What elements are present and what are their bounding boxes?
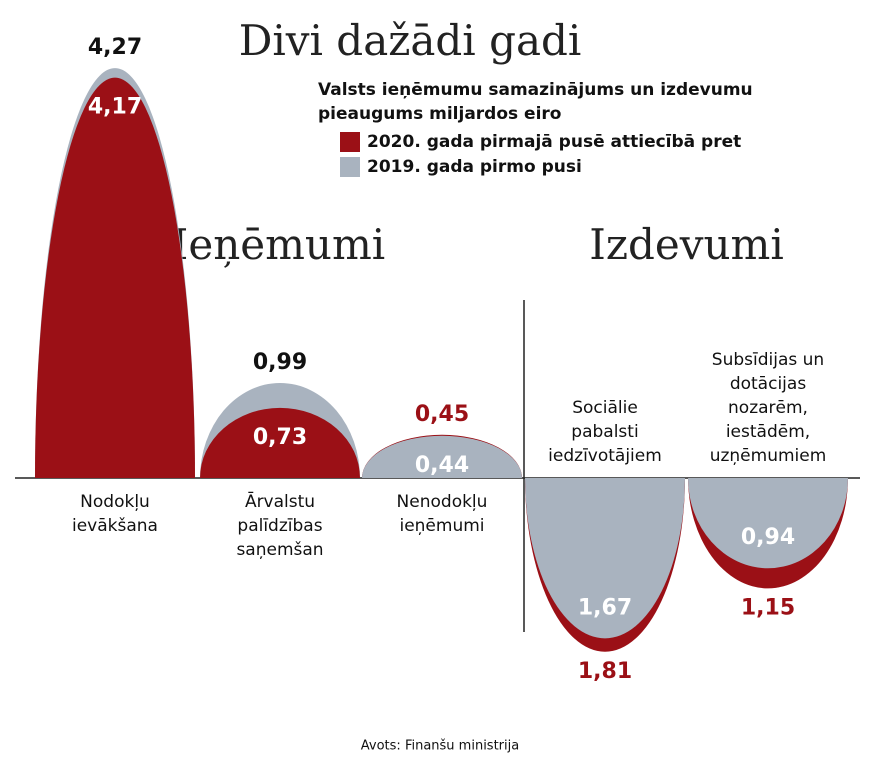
category-label: Ārvalstu <box>245 490 315 512</box>
value-label: 4,27 <box>88 35 142 60</box>
value-label: 1,81 <box>578 659 632 684</box>
category-label: pabalsti <box>571 422 638 442</box>
legend-swatch <box>340 132 360 152</box>
subtitle: Valsts ieņēmumu samazinājums un izdevumu <box>318 80 753 100</box>
legend-label: 2019. gada pirmo pusi <box>367 157 582 177</box>
value-label: 0,99 <box>253 350 307 375</box>
subtitle: pieaugums miljardos eiro <box>318 104 561 124</box>
value-label: 1,67 <box>578 595 632 620</box>
category-label: iedzīvotājiem <box>548 446 662 466</box>
category-label: palīdzības <box>237 516 322 536</box>
category-label: dotācijas <box>730 374 806 394</box>
value-label: 0,45 <box>415 402 469 427</box>
legend-swatch <box>340 157 360 177</box>
category-label: ievākšana <box>72 516 158 536</box>
value-label: 1,15 <box>741 595 795 620</box>
bar <box>35 77 195 478</box>
bar <box>200 407 360 478</box>
bar <box>525 478 685 639</box>
source: Avots: Finanšu ministrija <box>361 739 519 754</box>
category-label: Subsīdijas un <box>712 350 824 370</box>
value-label: 0,73 <box>253 425 307 450</box>
value-label: 4,17 <box>88 95 142 120</box>
category-label: Nodokļu <box>80 492 150 512</box>
group-label: Ieņēmumi <box>172 220 386 269</box>
legend-label: 2020. gada pirmajā pusē attiecībā pret <box>367 132 741 152</box>
category-label: saņemšan <box>236 540 323 560</box>
category-label: ieņēmumi <box>399 516 484 536</box>
chart-title: Divi dažādi gadi <box>239 16 582 65</box>
category-label: Sociālie <box>572 398 638 418</box>
category-label: nozarēm, <box>728 398 808 418</box>
value-label: 0,94 <box>741 525 795 550</box>
category-label: uzņēmumiem <box>710 446 827 466</box>
value-label: 0,44 <box>415 453 469 478</box>
group-label: Izdevumi <box>589 220 784 269</box>
category-label: iestādēm, <box>726 422 810 442</box>
bar <box>362 435 522 478</box>
category-label: Nenodokļu <box>397 492 488 512</box>
bar <box>688 478 848 569</box>
